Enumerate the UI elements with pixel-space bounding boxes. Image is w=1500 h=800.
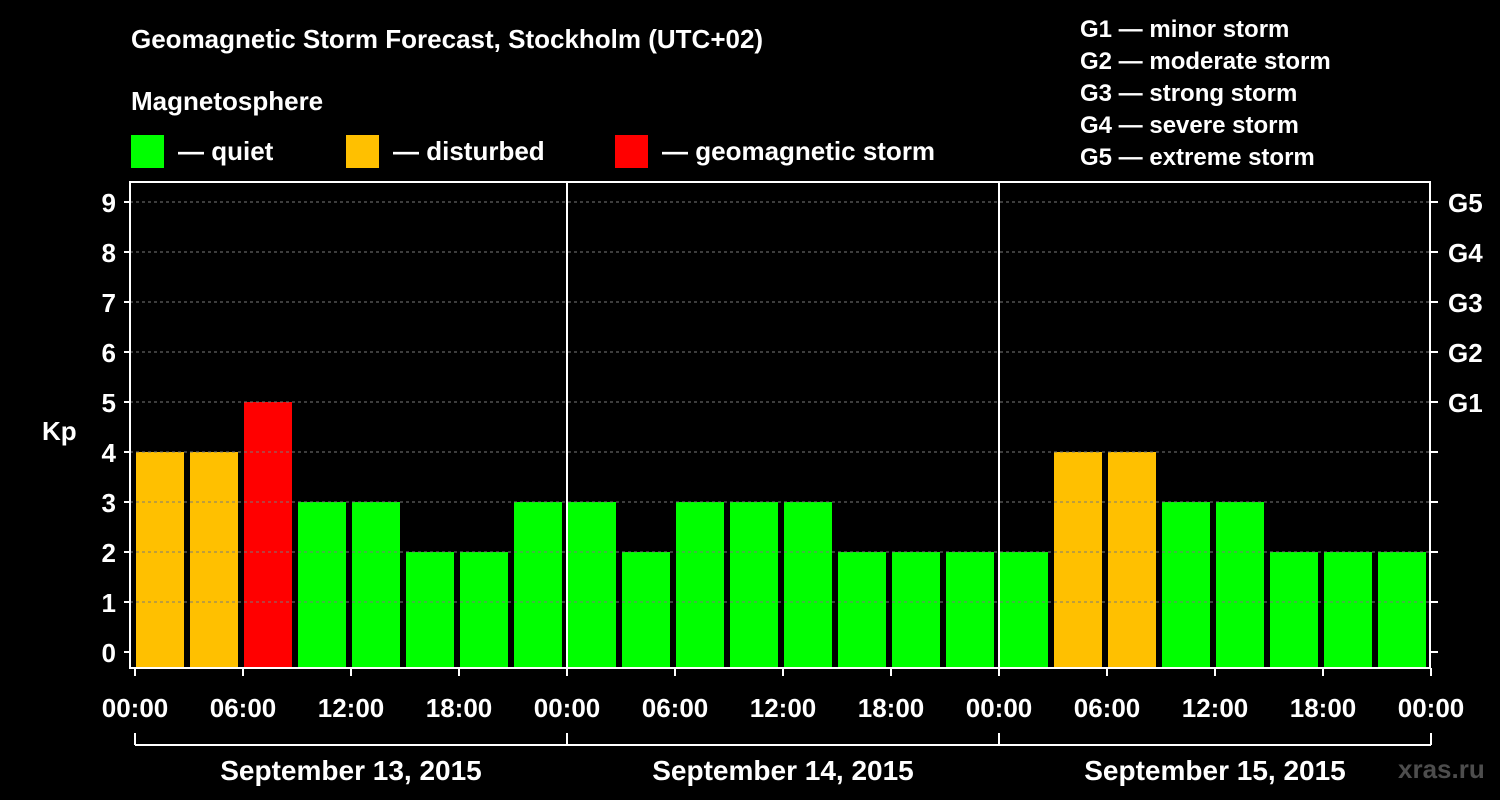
x-tick-label: 00:00 [102,693,169,723]
x-tick-label: 06:00 [210,693,277,723]
y-tick-label: 0 [102,638,116,668]
g-scale-g1: G1 — minor storm [1080,16,1290,43]
y-tick-label: 6 [102,338,116,368]
kp-bar [1000,552,1048,668]
x-tick-label: 00:00 [1398,693,1465,723]
x-tick-label: 00:00 [534,693,601,723]
x-tick-label: 18:00 [1290,693,1357,723]
day-label: September 13, 2015 [220,755,482,786]
x-tick-label: 12:00 [1182,693,1249,723]
kp-bar [352,502,400,668]
kp-bar [838,552,886,668]
x-tick-label: 06:00 [642,693,709,723]
g-scale-tick-label: G4 [1448,238,1483,268]
kp-bar [676,502,724,668]
plot-frame [129,181,1431,669]
kp-bar [1432,502,1480,668]
g-scale-tick-label: G2 [1448,338,1483,368]
y-tick-label: 8 [102,238,116,268]
y-tick-label: 5 [102,388,116,418]
kp-bar [892,552,940,668]
legend-item-quiet: — quiet [131,134,273,168]
g-scale-g2: G2 — moderate storm [1080,48,1331,75]
kp-bar [460,552,508,668]
x-tick-label: 00:00 [966,693,1033,723]
legend-label-quiet: — quiet [178,135,274,166]
legend-swatch-disturbed [346,134,379,168]
kp-bar [1378,552,1426,668]
bars-group [136,402,1480,668]
g-scale-tick-label: G5 [1448,188,1483,218]
g-scale-g3: G3 — strong storm [1080,80,1298,107]
kp-bar [784,502,832,668]
kp-bar [298,502,346,668]
g-scale-tick-label: G1 [1448,388,1483,418]
chart-title: Geomagnetic Storm Forecast, Stockholm (U… [131,24,764,54]
kp-bar [244,402,292,668]
legend-item-disturbed: — disturbed [346,134,545,168]
g-scale-legend: G1 — minor storm G2 — moderate storm G3 … [1080,14,1331,174]
y-tick-label: 4 [102,438,117,468]
kp-bar [946,552,994,668]
kp-bar [568,502,616,668]
y-tick-label: 3 [102,488,116,518]
legend-swatch-quiet [131,134,164,168]
legend-heading: Magnetosphere [131,86,324,116]
kp-bar [730,502,778,668]
kp-bar [190,452,238,668]
y-axis-label: Kp [42,416,77,446]
kp-bar [514,502,562,668]
kp-bar [1162,502,1210,668]
kp-bar [1108,452,1156,668]
kp-bar [622,552,670,668]
kp-bar [1216,502,1264,668]
x-tick-label: 18:00 [426,693,493,723]
kp-bar [136,452,184,668]
g-scale-tick-label: G3 [1448,288,1483,318]
legend-label-storm: — geomagnetic storm [662,135,936,166]
legend-item-storm: — geomagnetic storm [615,134,935,168]
x-tick-label: 06:00 [1074,693,1141,723]
x-tick-label: 18:00 [858,693,925,723]
y-tick-label: 7 [102,288,116,318]
g-scale-g5: G5 — extreme storm [1080,144,1315,171]
day-label: September 14, 2015 [652,755,914,786]
day-label: September 15, 2015 [1084,755,1346,786]
kp-bar [1054,452,1102,668]
g-scale-g4: G4 — severe storm [1080,112,1299,139]
kp-bar [1324,552,1372,668]
y-tick-label: 2 [102,538,116,568]
kp-bar [1270,552,1318,668]
y-tick-label: 1 [102,588,116,618]
legend-swatch-storm [615,134,648,168]
y-tick-label: 9 [102,188,116,218]
legend-label-disturbed: — disturbed [393,135,545,166]
x-tick-label: 12:00 [318,693,385,723]
x-tick-label: 12:00 [750,693,817,723]
watermark: xras.ru [1398,754,1485,784]
kp-bar [406,552,454,668]
